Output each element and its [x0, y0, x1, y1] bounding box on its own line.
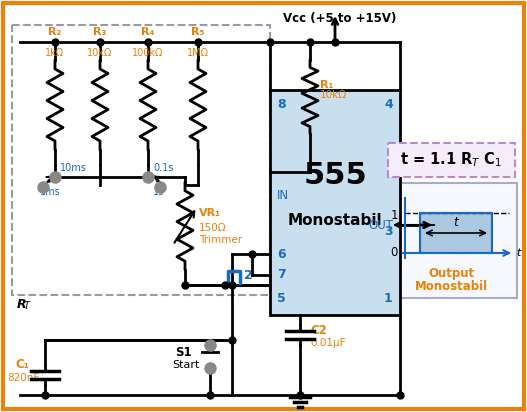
- Text: 0: 0: [391, 246, 398, 260]
- Text: T: T: [24, 301, 30, 311]
- Text: 10kΩ: 10kΩ: [87, 48, 113, 58]
- Bar: [385, 183, 517, 298]
- Text: OUT: OUT: [368, 218, 393, 232]
- Bar: [388, 143, 515, 177]
- Text: 6: 6: [277, 248, 286, 261]
- Text: 100kΩ: 100kΩ: [132, 48, 164, 58]
- Text: 0.01μF: 0.01μF: [310, 338, 346, 348]
- Text: Monostabil: Monostabil: [414, 279, 487, 293]
- Text: IN: IN: [277, 189, 289, 202]
- Text: 1ms: 1ms: [40, 187, 61, 197]
- Text: 555: 555: [303, 161, 367, 190]
- Text: 820nF: 820nF: [7, 373, 39, 383]
- Text: R₄: R₄: [141, 27, 155, 37]
- Text: Monostabil: Monostabil: [288, 213, 382, 228]
- Text: R: R: [17, 298, 27, 311]
- Text: 1s: 1s: [153, 187, 164, 197]
- Text: t = 1.1 R$_T$ C$_1$: t = 1.1 R$_T$ C$_1$: [401, 151, 503, 169]
- Bar: [12, 25, 270, 295]
- Text: C₁: C₁: [15, 358, 29, 372]
- Text: VR₁: VR₁: [199, 208, 221, 218]
- Text: 10kΩ: 10kΩ: [320, 90, 347, 100]
- Text: 1: 1: [384, 292, 393, 305]
- Text: S1: S1: [175, 346, 192, 358]
- Text: 150Ω: 150Ω: [199, 223, 227, 233]
- Text: 8: 8: [277, 98, 286, 111]
- Text: Start: Start: [172, 360, 199, 370]
- Text: R₃: R₃: [93, 27, 106, 37]
- Text: C2: C2: [310, 323, 327, 337]
- Text: R₂: R₂: [48, 27, 62, 37]
- Text: 4: 4: [384, 98, 393, 111]
- Text: t: t: [516, 248, 520, 258]
- Text: 1: 1: [391, 208, 398, 222]
- Text: 1MΩ: 1MΩ: [187, 48, 209, 58]
- Text: Output: Output: [428, 267, 474, 279]
- Bar: [420, 213, 492, 253]
- Text: 1kΩ: 1kΩ: [45, 48, 65, 58]
- Text: Vcc (+5 to +15V): Vcc (+5 to +15V): [284, 12, 397, 25]
- Text: t: t: [454, 216, 458, 229]
- Text: 0.1s: 0.1s: [153, 163, 173, 173]
- Text: 10ms: 10ms: [60, 163, 87, 173]
- Text: 3: 3: [384, 225, 393, 237]
- Text: Trimmer: Trimmer: [199, 235, 242, 245]
- Text: 5: 5: [277, 292, 286, 305]
- Text: R₅: R₅: [191, 27, 204, 37]
- Text: R₁: R₁: [320, 80, 334, 90]
- Text: 7: 7: [277, 268, 286, 281]
- Bar: [270, 90, 400, 315]
- Text: 2: 2: [244, 269, 253, 282]
